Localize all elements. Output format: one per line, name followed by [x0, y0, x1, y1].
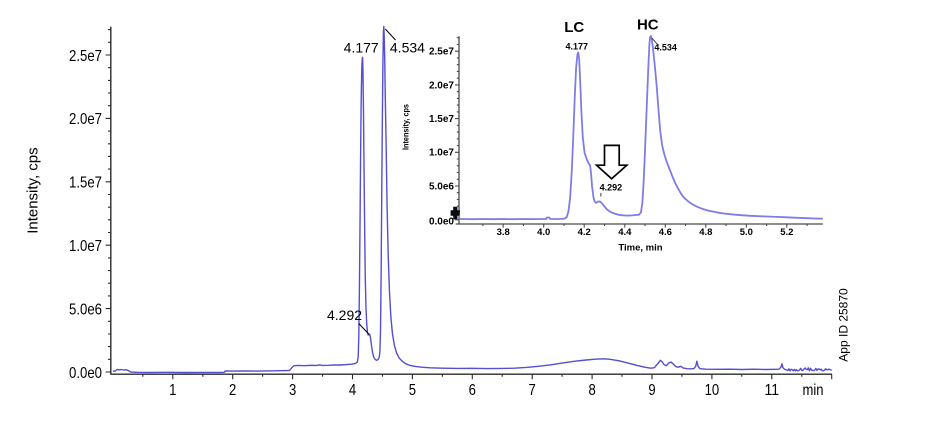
svg-text:4.0: 4.0	[537, 227, 550, 238]
svg-text:4.292: 4.292	[327, 307, 362, 323]
svg-text:min: min	[803, 382, 824, 399]
svg-text:3.8: 3.8	[497, 227, 510, 238]
svg-text:4.292: 4.292	[600, 182, 623, 192]
svg-text:4.177: 4.177	[566, 42, 589, 52]
svg-text:4: 4	[349, 382, 356, 399]
svg-text:1.5e7: 1.5e7	[69, 175, 102, 192]
svg-text:2.5e7: 2.5e7	[69, 48, 102, 65]
svg-text:4.8: 4.8	[699, 227, 712, 238]
svg-text:4.534: 4.534	[654, 43, 677, 53]
svg-text:4.534: 4.534	[390, 39, 425, 55]
svg-text:1.0e7: 1.0e7	[429, 148, 454, 159]
svg-text:0.0e0: 0.0e0	[429, 217, 454, 228]
svg-text:HC: HC	[637, 17, 659, 34]
svg-text:7: 7	[529, 382, 536, 399]
svg-text:0.0e0: 0.0e0	[69, 365, 102, 382]
svg-text:5.0e6: 5.0e6	[69, 301, 102, 318]
svg-text:1.0e7: 1.0e7	[69, 238, 102, 255]
svg-text:1: 1	[169, 382, 176, 399]
svg-text:Intensity, cps: Intensity, cps	[400, 104, 410, 150]
svg-text:4.6: 4.6	[659, 227, 672, 238]
svg-text:Intensity, cps: Intensity, cps	[24, 147, 41, 233]
svg-text:5: 5	[409, 382, 416, 399]
svg-text:11: 11	[765, 382, 780, 399]
svg-text:App ID 25870: App ID 25870	[837, 288, 851, 362]
svg-text:2.5e7: 2.5e7	[429, 47, 454, 58]
svg-text:9: 9	[648, 382, 655, 399]
svg-text:3: 3	[289, 382, 296, 399]
svg-text:4.4: 4.4	[618, 227, 632, 238]
svg-text:4.177: 4.177	[344, 39, 379, 55]
svg-text:6: 6	[469, 382, 476, 399]
svg-text:LC: LC	[564, 19, 584, 36]
svg-text:10: 10	[705, 382, 720, 399]
svg-text:2.0e7: 2.0e7	[69, 111, 102, 128]
svg-text:4.2: 4.2	[578, 227, 591, 238]
svg-text:8: 8	[588, 382, 595, 399]
svg-text:2: 2	[229, 382, 236, 399]
svg-text:5.0e6: 5.0e6	[429, 181, 454, 192]
svg-text:Time, min: Time, min	[618, 243, 662, 254]
svg-text:5.0: 5.0	[740, 227, 753, 238]
svg-text:5.2: 5.2	[780, 227, 793, 238]
svg-text:2.0e7: 2.0e7	[429, 80, 454, 91]
svg-text:1.5e7: 1.5e7	[429, 114, 454, 125]
